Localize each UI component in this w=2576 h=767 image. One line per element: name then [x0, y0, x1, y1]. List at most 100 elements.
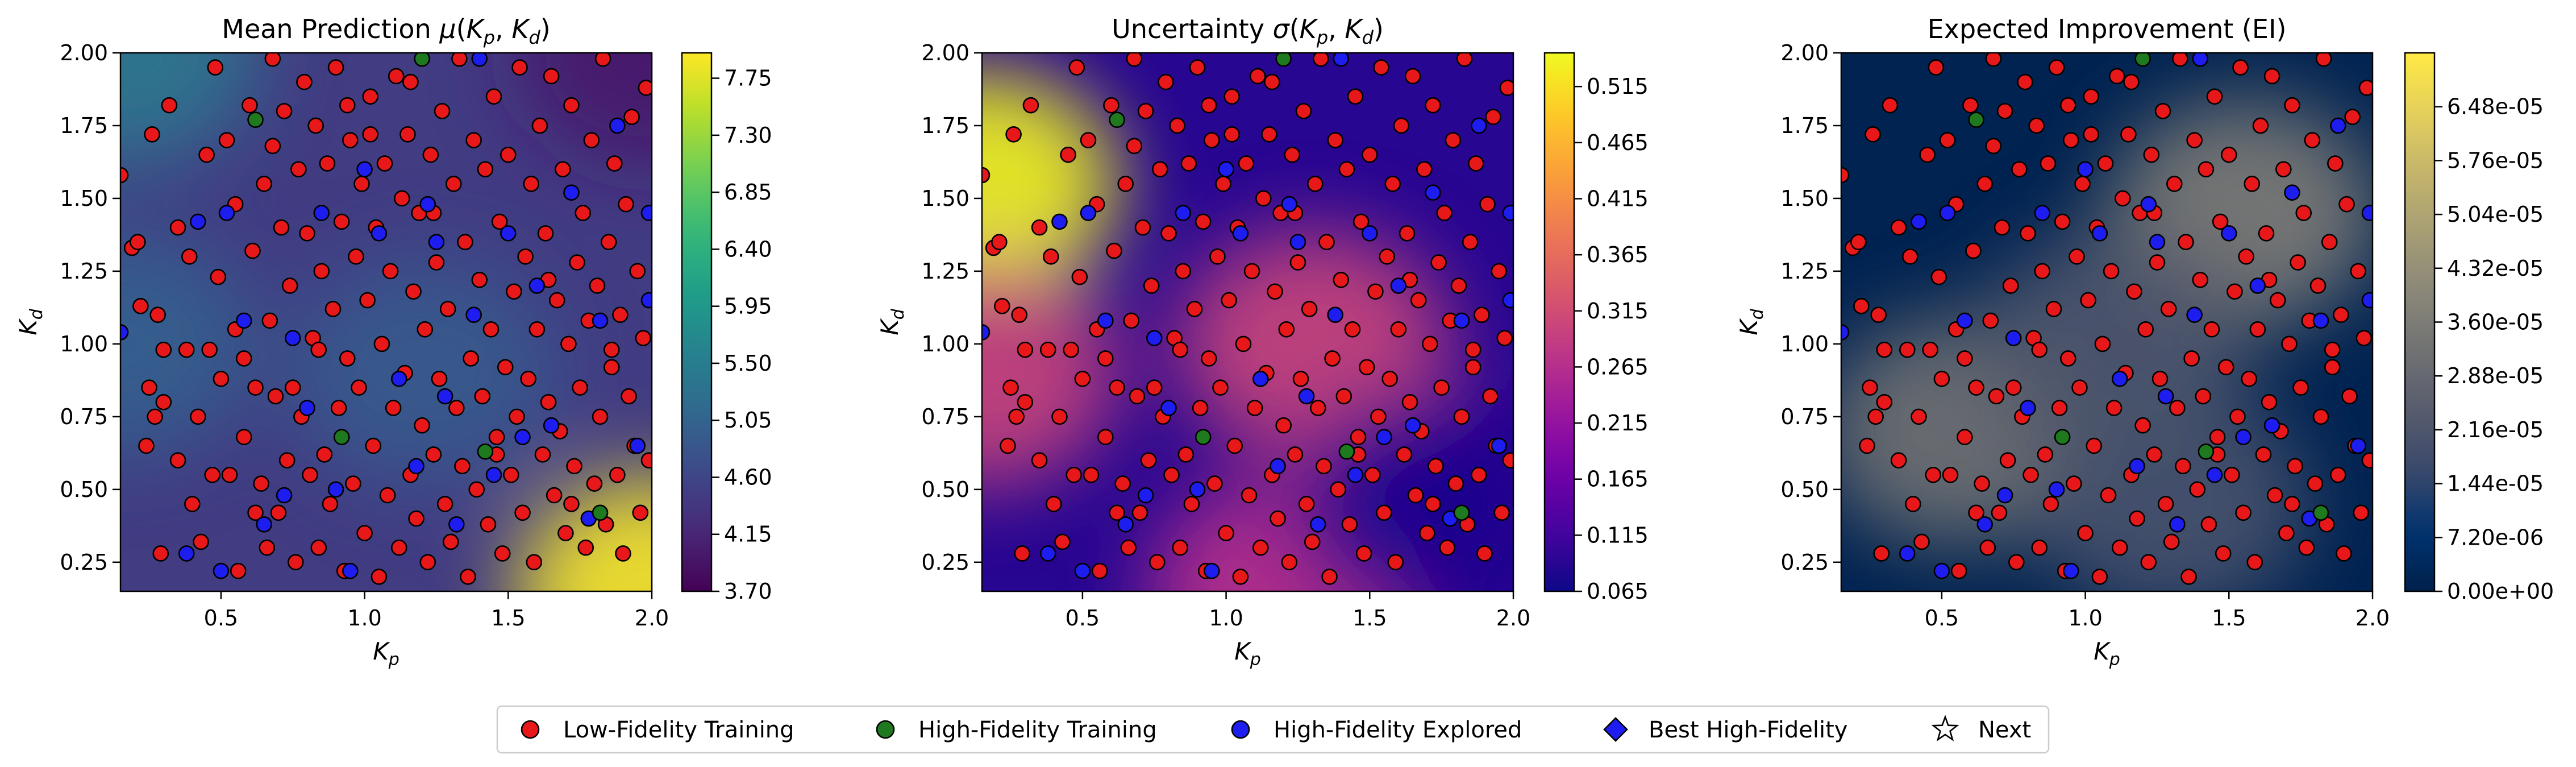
low-fidelity-point	[1137, 103, 1154, 119]
low-fidelity-point	[457, 234, 473, 251]
high-fidelity-explored-point	[218, 205, 235, 221]
colorbar: 3.70 4.15 4.60 5.05 5.50 5.95 6.40 6.85 7.30 7.75	[681, 52, 772, 604]
low-fidelity-point	[244, 242, 261, 259]
y-tick-label: 0.25	[921, 550, 969, 575]
low-fidelity-point	[1292, 371, 1309, 387]
low-fidelity-point	[563, 97, 580, 114]
low-fidelity-point	[1401, 393, 1418, 411]
y-tick-label: 0.75	[1780, 404, 1829, 429]
high-fidelity-explored-point	[313, 205, 330, 221]
low-fidelity-point	[2183, 350, 2200, 367]
low-fidelity-point	[2146, 446, 2163, 463]
high-fidelity-explored-point	[2312, 312, 2329, 329]
high-fidelity-explored-point	[2157, 388, 2174, 405]
low-fidelity-point	[259, 539, 276, 556]
low-fidelity-point	[141, 379, 157, 396]
low-fidelity-point	[583, 132, 600, 148]
low-fidelity-point	[2134, 417, 2151, 434]
low-fidelity-point	[1195, 213, 1212, 230]
low-fidelity-point	[575, 205, 592, 221]
x-tick-label: 0.5	[1066, 606, 1100, 631]
colorbar-tick-label: 7.20e-06	[2447, 525, 2544, 550]
low-fidelity-point	[2235, 504, 2252, 521]
low-fidelity-point	[1462, 234, 1479, 251]
low-fidelity-point	[1994, 219, 2011, 236]
high-fidelity-explored-point	[342, 562, 359, 579]
high-fidelity-explored-point	[982, 324, 991, 341]
low-fidelity-point	[2126, 283, 2142, 300]
high-fidelity-explored-point	[2350, 437, 2367, 454]
low-fidelity-point	[388, 68, 405, 85]
low-fidelity-point	[313, 263, 330, 280]
low-fidelity-point	[2275, 161, 2292, 178]
y-tick-label: 1.25	[921, 259, 969, 284]
low-fidelity-point	[2284, 97, 2300, 114]
low-fidelity-point	[1344, 321, 1361, 338]
high-fidelity-explored-point	[1404, 417, 1421, 434]
low-fidelity-point	[1496, 330, 1513, 346]
low-fidelity-point	[1419, 525, 1435, 541]
low-fidelity-point	[560, 335, 577, 353]
low-fidelity-point	[2292, 379, 2309, 396]
low-fidelity-point	[1148, 554, 1166, 571]
low-fidelity-point	[161, 97, 178, 114]
y-tick-label: 2.00	[921, 40, 969, 65]
colorbar-tick-label: 0.165	[1587, 467, 1649, 492]
low-fidelity-point	[2261, 393, 2278, 411]
high-fidelity-explored-point	[563, 184, 580, 201]
low-fidelity-point	[342, 132, 359, 148]
low-fidelity-point	[2172, 53, 2188, 67]
high-fidelity-explored-point	[1347, 466, 1364, 483]
low-fidelity-point	[1358, 359, 1375, 376]
low-fidelity-point	[1396, 446, 1413, 463]
high-fidelity-explored-point	[2235, 429, 2252, 445]
high-fidelity-training-point	[1195, 429, 1212, 445]
low-fidelity-point	[1425, 97, 1441, 114]
high-fidelity-training-point	[2198, 443, 2215, 460]
low-fidelity-point	[1407, 487, 1424, 504]
low-fidelity-point	[1097, 429, 1114, 445]
low-fidelity-point	[1123, 312, 1140, 329]
low-fidelity-point	[1103, 97, 1120, 114]
low-fidelity-point	[623, 109, 640, 125]
low-fidelity-point	[520, 371, 536, 387]
low-fidelity-point	[2350, 263, 2367, 280]
subplot-title: Uncertainty σ(Kp, Kd)	[1112, 14, 1384, 48]
low-fidelity-point	[2157, 496, 2174, 512]
high-fidelity-explored-point	[2034, 205, 2051, 221]
low-fidelity-point	[2105, 400, 2123, 416]
y-tick-label: 0.25	[60, 550, 108, 575]
low-fidelity-point	[1991, 504, 2008, 521]
high-fidelity-explored-point	[1957, 312, 1973, 329]
low-fidelity-point	[1172, 539, 1189, 556]
low-fidelity-point	[2195, 388, 2212, 405]
low-fidelity-point	[1160, 225, 1177, 242]
scatter-points	[982, 53, 1513, 585]
low-fidelity-point	[1200, 97, 1217, 114]
low-fidelity-point	[1261, 126, 1277, 143]
low-fidelity-point	[1246, 400, 1263, 416]
colorbar-tick-label: 2.88e-05	[2447, 363, 2544, 388]
low-fidelity-point	[1204, 132, 1220, 148]
high-fidelity-explored-point	[408, 458, 425, 475]
low-fidelity-point	[281, 277, 298, 294]
low-fidelity-point	[994, 298, 1010, 314]
colorbar: 0.00e+00 7.20e-06 1.44e-05 2.16e-05 2.88e-05…	[2404, 52, 2554, 604]
low-fidelity-point	[2249, 321, 2266, 338]
legend-marker-circle	[1231, 720, 1250, 739]
high-fidelity-explored-point	[1453, 312, 1470, 329]
high-fidelity-explored-point	[1310, 516, 1326, 533]
low-fidelity-point	[393, 190, 410, 207]
legend-marker-circle	[876, 720, 895, 739]
low-fidelity-point	[1450, 277, 1467, 294]
low-fidelity-point	[1873, 545, 1890, 562]
high-fidelity-explored-point	[1327, 306, 1343, 324]
low-fidelity-point	[982, 167, 991, 184]
colorbar-tick-label: 6.85	[724, 180, 772, 205]
low-fidelity-point	[2169, 400, 2186, 416]
low-fidelity-point	[2137, 321, 2154, 338]
low-fidelity-point	[299, 225, 315, 242]
low-fidelity-point	[253, 475, 269, 492]
low-fidelity-point	[1330, 481, 1347, 498]
subplot-mean-prediction: 0.5 1.0 1.5 2.0 0.25 0.50 0.75 1.00 1.25 1.50 1.75…	[14, 14, 772, 670]
